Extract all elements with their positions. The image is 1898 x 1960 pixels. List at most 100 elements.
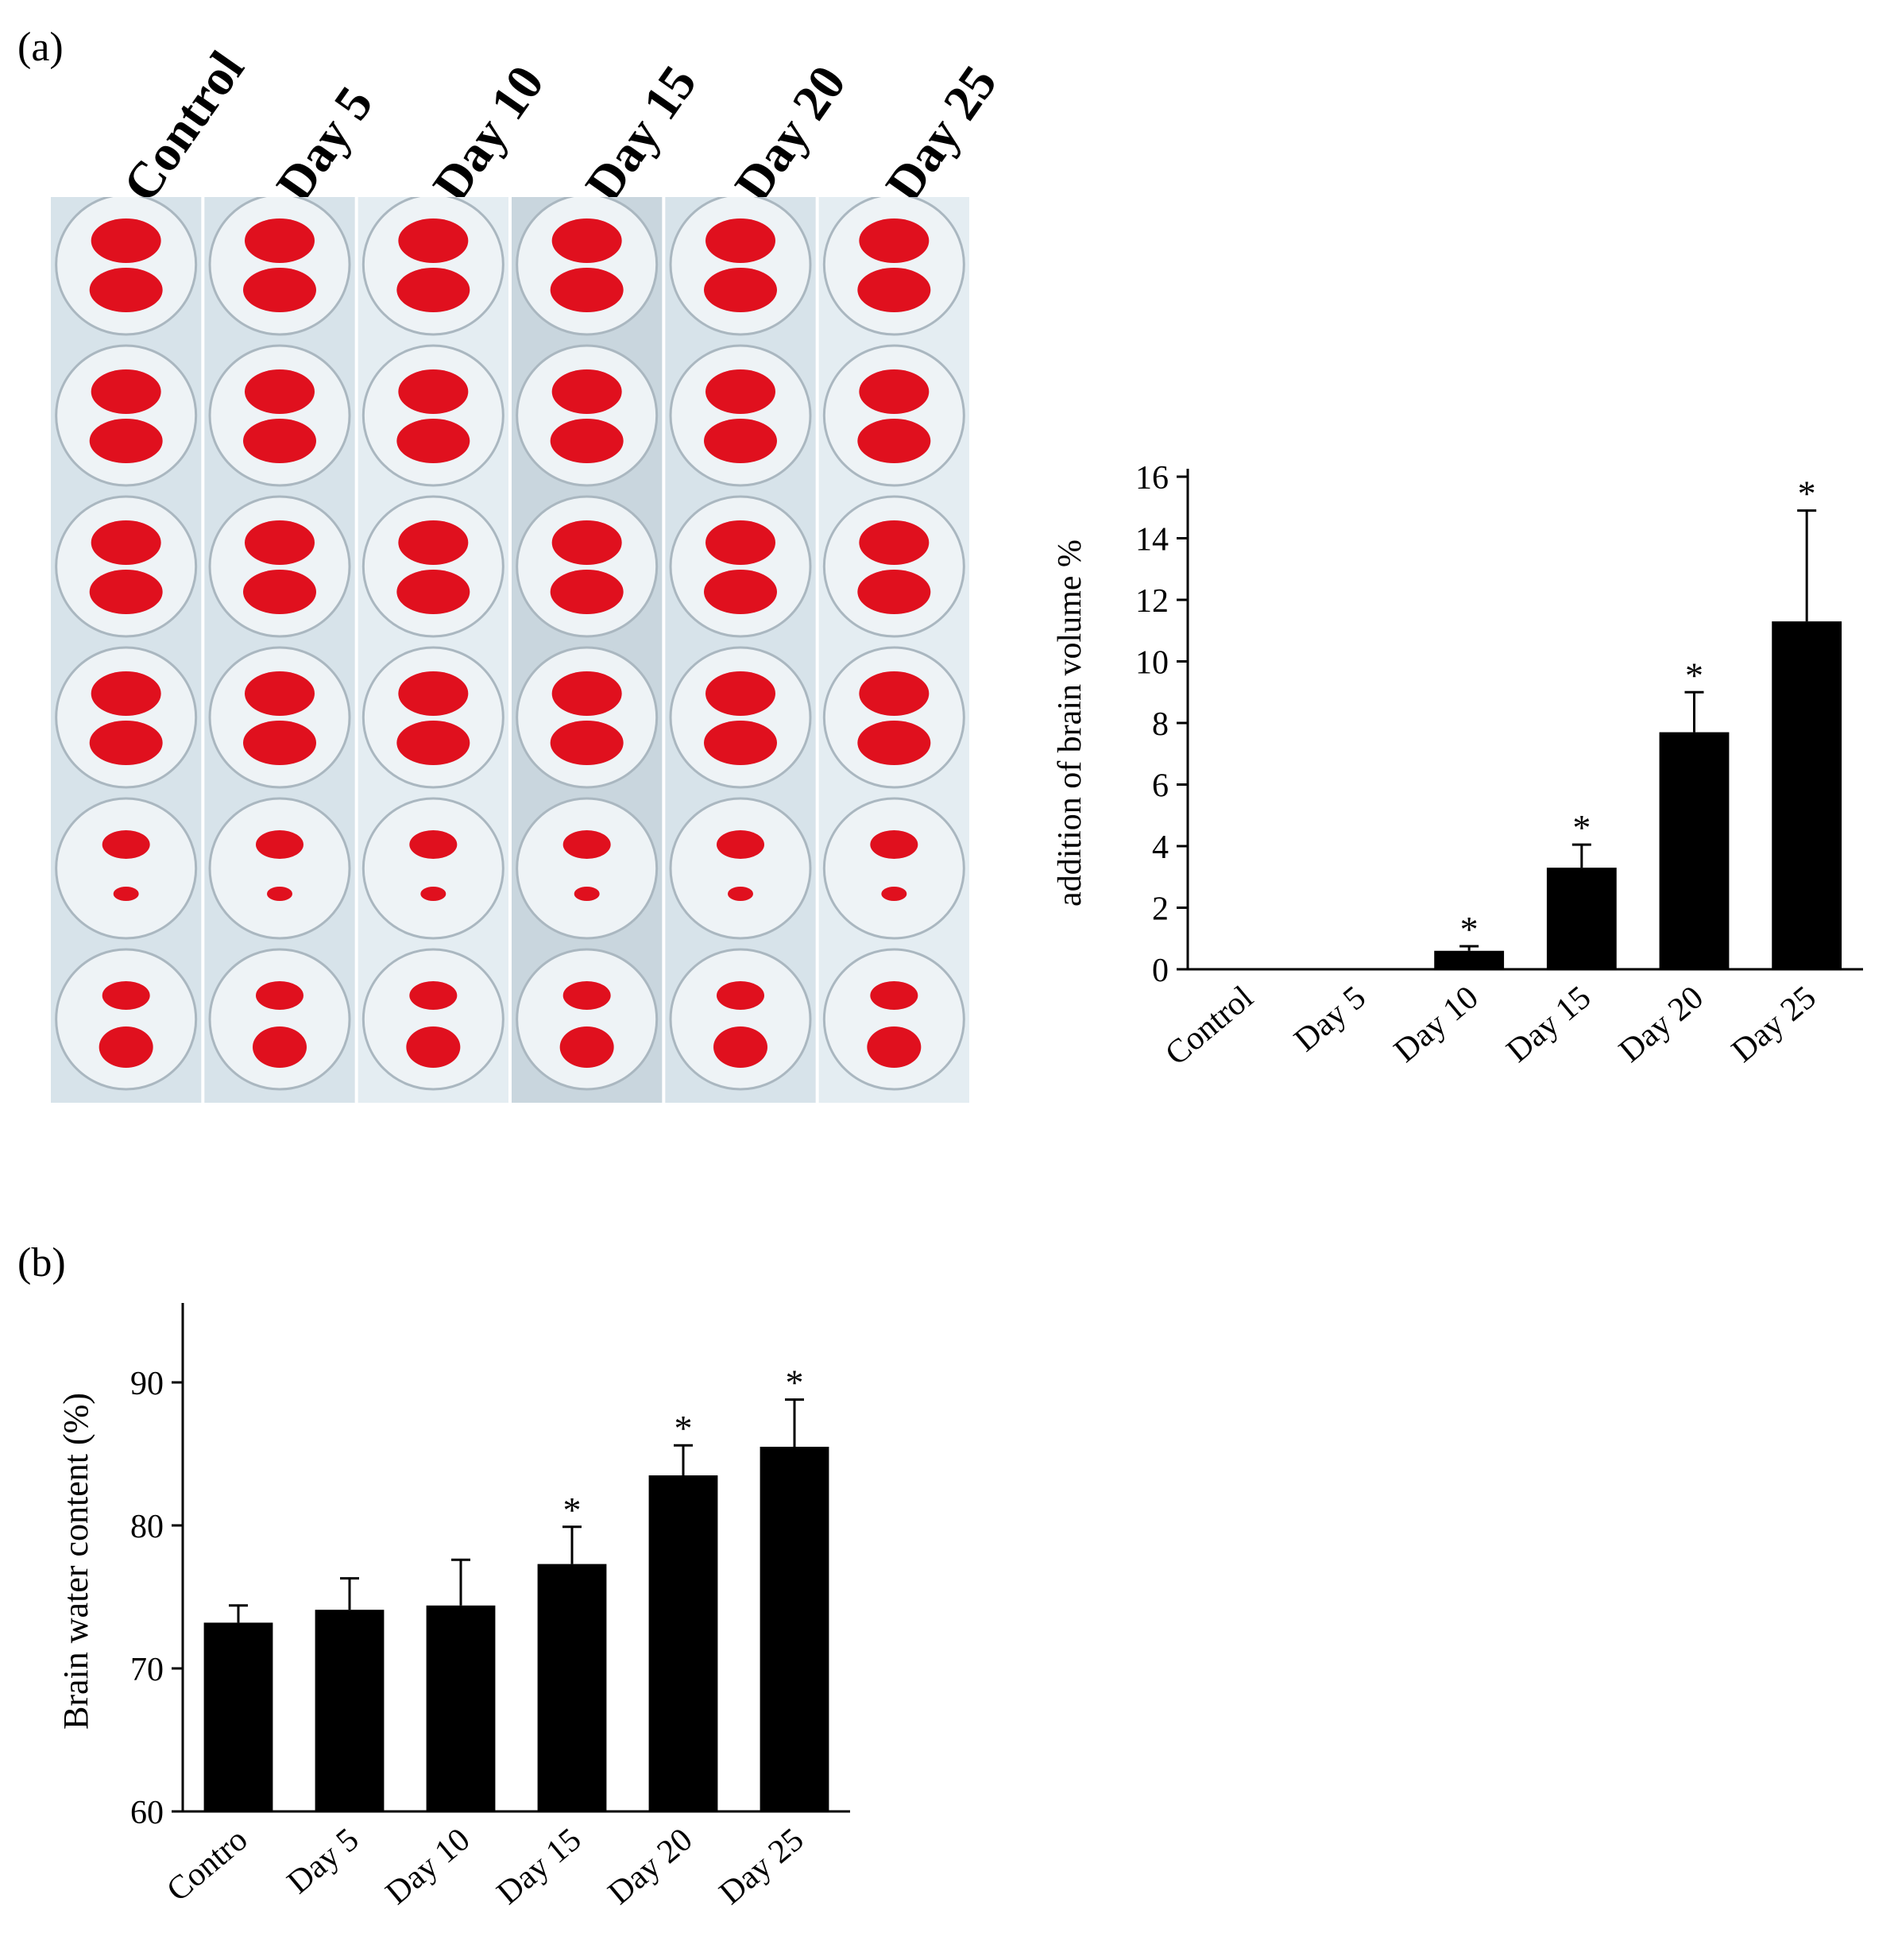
brain-slice bbox=[398, 218, 469, 263]
y-tick-label: 70 bbox=[130, 1652, 164, 1688]
y-axis-label: addition of brain volume % bbox=[1052, 539, 1088, 907]
y-tick-label: 2 bbox=[1152, 891, 1169, 928]
brain-slice bbox=[409, 830, 458, 859]
brain-volume-chart: 0 2 4 6 8 10 12 14 16 addition of brain volume % C… bbox=[1052, 460, 1863, 1073]
brain-slice bbox=[89, 570, 163, 614]
y-tick-label: 90 bbox=[130, 1366, 164, 1402]
brain-slice bbox=[256, 981, 303, 1010]
brain-slice bbox=[550, 268, 624, 312]
brain-slice bbox=[396, 570, 470, 614]
bar bbox=[760, 1447, 829, 1811]
petri-dish bbox=[822, 344, 965, 487]
bar bbox=[203, 1622, 273, 1811]
x-tick-label: Control bbox=[1158, 979, 1260, 1073]
petri-dish bbox=[361, 948, 504, 1091]
brain-slice bbox=[857, 419, 931, 463]
brain-slice bbox=[857, 268, 931, 312]
significance-marker: * bbox=[1460, 909, 1479, 949]
y-tick-label: 16 bbox=[1135, 460, 1169, 497]
photo-column-title: Control bbox=[111, 41, 255, 212]
brain-slice bbox=[89, 419, 163, 463]
petri-dish bbox=[361, 495, 504, 638]
brain-slice bbox=[704, 570, 777, 614]
brain-slice bbox=[881, 887, 907, 901]
petri-dish bbox=[516, 646, 659, 789]
brain-slice bbox=[245, 218, 315, 263]
brain-slice bbox=[704, 419, 777, 463]
brain-slice bbox=[550, 721, 624, 765]
significance-marker: * bbox=[1798, 474, 1816, 514]
brain-slice bbox=[245, 520, 315, 565]
x-tick-label: Day 25 bbox=[1725, 979, 1823, 1069]
petri-dish bbox=[55, 797, 198, 940]
petri-dish bbox=[208, 344, 351, 487]
brain-slice bbox=[253, 1026, 307, 1068]
brain-slice bbox=[398, 369, 469, 414]
brain-slice bbox=[89, 721, 163, 765]
brain-slice bbox=[859, 671, 930, 716]
significance-marker: * bbox=[1685, 655, 1703, 695]
brain-slice bbox=[551, 671, 622, 716]
brain-slice bbox=[398, 671, 469, 716]
x-tick-label: Day 5 bbox=[1288, 979, 1373, 1058]
brain-slice bbox=[867, 1026, 922, 1068]
petri-dish bbox=[55, 344, 198, 487]
petri-dish bbox=[361, 797, 504, 940]
brain-slice bbox=[245, 369, 315, 414]
petri-dish bbox=[669, 797, 812, 940]
brain-slice bbox=[243, 721, 316, 765]
petri-dish bbox=[516, 197, 659, 336]
brain-slice bbox=[562, 830, 611, 859]
petri-dish bbox=[361, 344, 504, 487]
brain-slice bbox=[256, 830, 303, 859]
brain-slice bbox=[396, 419, 470, 463]
petri-dish bbox=[208, 948, 351, 1091]
significance-marker: * bbox=[786, 1363, 804, 1403]
brain-slice bbox=[409, 981, 458, 1010]
brain-slice bbox=[870, 981, 918, 1010]
brain-slice bbox=[705, 218, 775, 263]
petri-dish bbox=[822, 495, 965, 638]
bar bbox=[1772, 621, 1842, 969]
y-tick-label: 10 bbox=[1135, 645, 1169, 682]
x-tick-label: Day 5 bbox=[280, 1821, 365, 1900]
significance-marker: * bbox=[1572, 807, 1591, 848]
brain-slice bbox=[245, 671, 315, 716]
brain-slice bbox=[717, 981, 764, 1010]
significance-marker: * bbox=[563, 1490, 582, 1530]
y-tick-label: 14 bbox=[1135, 522, 1169, 559]
water-content-chart: 60 70 80 90 Brain water content (%) Contro Day… bbox=[56, 1303, 850, 1912]
y-tick-label: 60 bbox=[130, 1795, 164, 1831]
petri-dish bbox=[822, 948, 965, 1091]
petri-dish bbox=[208, 797, 351, 940]
brain-slice bbox=[91, 671, 161, 716]
y-tick-label: 4 bbox=[1152, 829, 1169, 866]
petri-dish bbox=[208, 495, 351, 638]
brain-slice bbox=[420, 887, 446, 901]
y-axis-label: Brain water content (%) bbox=[56, 1393, 95, 1730]
photo-column-title: Day 10 bbox=[421, 55, 555, 212]
brain-slice bbox=[559, 1026, 614, 1068]
x-tick-label: Contro bbox=[160, 1821, 254, 1908]
brain-slice bbox=[243, 570, 316, 614]
petri-dish bbox=[55, 948, 198, 1091]
petri-dish bbox=[361, 197, 504, 336]
brain-slice bbox=[396, 721, 470, 765]
brain-slice bbox=[89, 268, 163, 312]
x-tick-label: Day 20 bbox=[1613, 979, 1711, 1069]
petri-dish bbox=[55, 646, 198, 789]
bar bbox=[1659, 732, 1730, 969]
petri-dish bbox=[516, 495, 659, 638]
photo-column-title: Day 25 bbox=[874, 55, 1008, 212]
brain-slice bbox=[705, 520, 775, 565]
bar bbox=[1434, 950, 1505, 969]
petri-dish bbox=[516, 948, 659, 1091]
brain-slice bbox=[704, 721, 777, 765]
petri-dish bbox=[669, 495, 812, 638]
photo-column-title: Day 20 bbox=[723, 55, 857, 212]
petri-dish bbox=[55, 197, 198, 336]
y-tick-label: 6 bbox=[1152, 768, 1169, 805]
brain-slice bbox=[704, 268, 777, 312]
brain-slice bbox=[870, 830, 918, 859]
brain-slice bbox=[857, 570, 931, 614]
